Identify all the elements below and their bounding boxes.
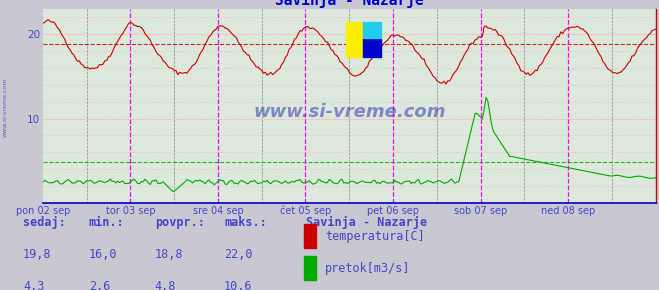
Text: 19,8: 19,8 (23, 248, 51, 261)
Bar (346, 22, 363, 57)
Bar (363, 38, 380, 57)
Bar (363, 22, 380, 38)
Text: 4,3: 4,3 (23, 280, 44, 290)
Text: 16,0: 16,0 (89, 248, 117, 261)
Text: 22,0: 22,0 (224, 248, 252, 261)
Text: sedaj:: sedaj: (23, 216, 66, 229)
Text: 2,6: 2,6 (89, 280, 110, 290)
Text: 10,6: 10,6 (224, 280, 252, 290)
Text: www.si-vreme.com: www.si-vreme.com (253, 103, 445, 121)
Text: Savinja - Nazarje: Savinja - Nazarje (306, 216, 428, 229)
Text: temperatura[C]: temperatura[C] (325, 230, 424, 243)
Bar (304, 224, 316, 248)
Text: www.si-vreme.com: www.si-vreme.com (3, 77, 8, 137)
Text: 4,8: 4,8 (155, 280, 176, 290)
Text: pretok[m3/s]: pretok[m3/s] (325, 262, 411, 275)
Text: min.:: min.: (89, 216, 125, 229)
Text: maks.:: maks.: (224, 216, 267, 229)
Title: Savinja - Nazarje: Savinja - Nazarje (275, 0, 424, 8)
Text: povpr.:: povpr.: (155, 216, 205, 229)
Text: 18,8: 18,8 (155, 248, 183, 261)
Bar (304, 256, 316, 280)
